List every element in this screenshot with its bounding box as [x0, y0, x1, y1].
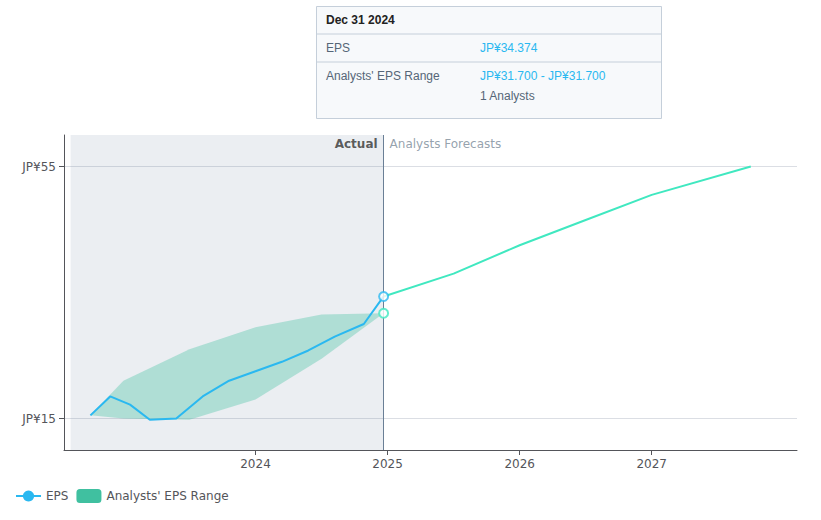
svg-text:Analysts' EPS Range: Analysts' EPS Range [106, 489, 228, 503]
svg-text:EPS: EPS [326, 41, 350, 55]
svg-text:EPS: EPS [46, 489, 68, 503]
svg-text:Dec 31 2024: Dec 31 2024 [326, 13, 395, 27]
svg-text:2024: 2024 [240, 457, 271, 471]
svg-text:JP¥34.374: JP¥34.374 [480, 41, 538, 55]
svg-text:2025: 2025 [372, 457, 403, 471]
svg-text:Analysts Forecasts: Analysts Forecasts [390, 137, 502, 151]
svg-text:1 Analysts: 1 Analysts [480, 89, 535, 103]
svg-text:JP¥55: JP¥55 [21, 160, 56, 174]
svg-text:JP¥15: JP¥15 [21, 412, 56, 426]
svg-text:JP¥31.700 - JP¥31.700: JP¥31.700 - JP¥31.700 [480, 69, 606, 83]
svg-text:2026: 2026 [504, 457, 535, 471]
svg-text:Analysts' EPS Range: Analysts' EPS Range [326, 69, 440, 83]
svg-text:2027: 2027 [636, 457, 667, 471]
svg-text:Actual: Actual [335, 137, 378, 151]
